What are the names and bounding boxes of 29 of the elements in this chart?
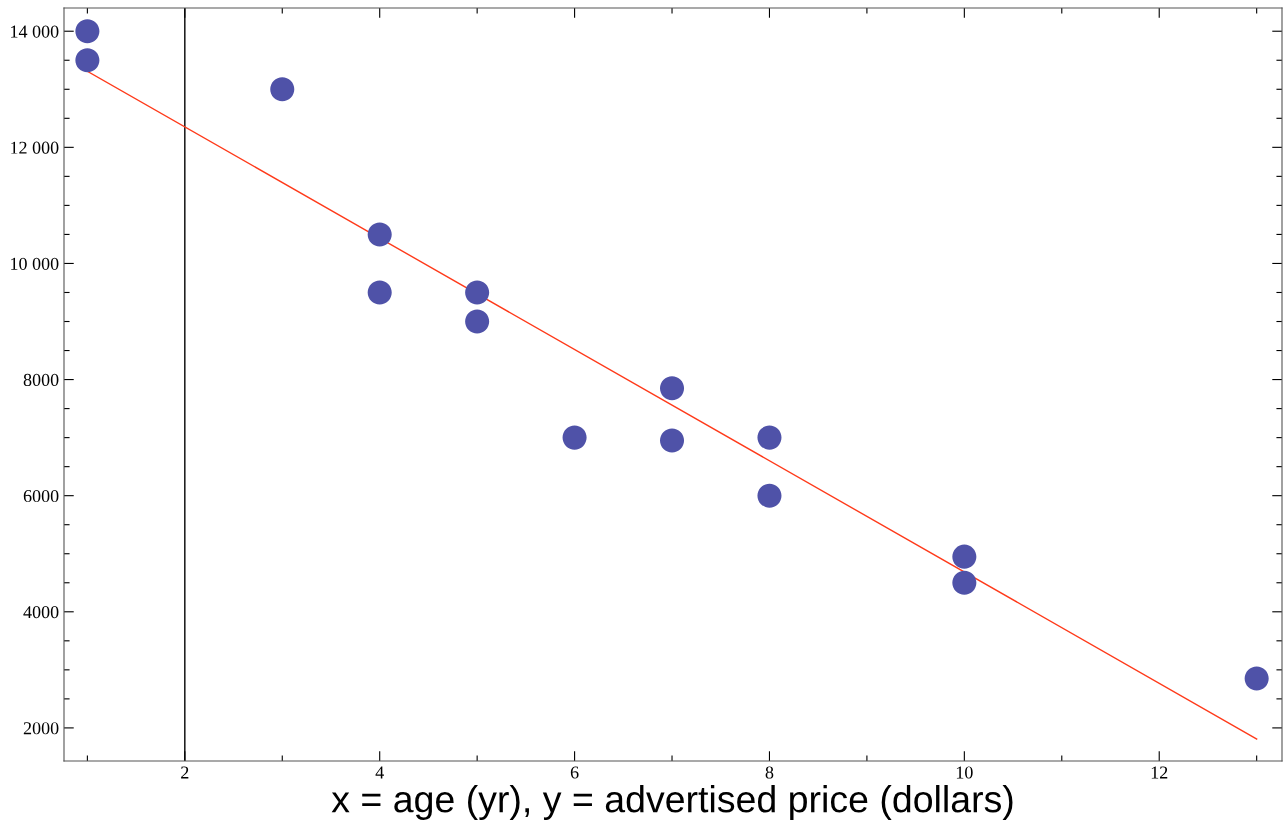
point bbox=[562, 425, 587, 450]
point bbox=[1244, 666, 1269, 691]
x-tick-label: 2 bbox=[181, 766, 189, 779]
x-tick-label: 8 bbox=[765, 766, 774, 779]
point bbox=[660, 428, 685, 453]
y-tick-label: 12 000 bbox=[11, 141, 59, 154]
y-tick-label: 2000 bbox=[23, 722, 59, 735]
x-tick-label: 10 bbox=[956, 766, 973, 779]
point bbox=[757, 483, 782, 508]
point bbox=[952, 570, 977, 595]
point bbox=[465, 280, 490, 305]
x-tick-label: 6 bbox=[570, 766, 579, 779]
y-tick-label: 10 000 bbox=[11, 257, 59, 270]
point bbox=[757, 425, 782, 450]
point bbox=[75, 48, 100, 73]
y-tick-label: 14 000 bbox=[11, 25, 59, 38]
x-axis-title: x = age (yr), y = advertised price (dollars) bbox=[331, 785, 1013, 820]
point bbox=[367, 280, 392, 305]
point bbox=[952, 544, 977, 569]
point bbox=[660, 376, 685, 401]
point bbox=[75, 19, 100, 44]
y-tick-label: 8000 bbox=[23, 373, 59, 387]
y-tick-label: 4000 bbox=[23, 606, 59, 619]
x-tick-label: 4 bbox=[375, 766, 384, 779]
point bbox=[367, 222, 392, 247]
point bbox=[270, 77, 295, 102]
y-tick-label: 6000 bbox=[23, 489, 59, 503]
x-tick-label: 12 bbox=[1151, 766, 1168, 779]
point bbox=[465, 309, 490, 334]
